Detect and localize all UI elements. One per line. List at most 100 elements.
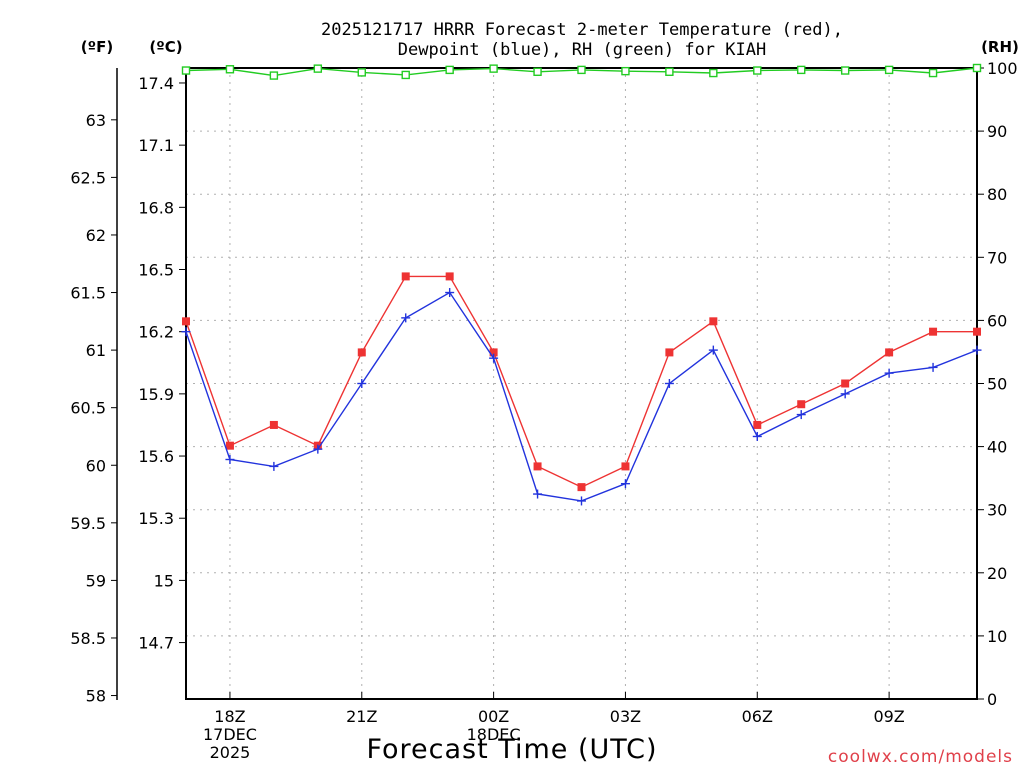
x-axis-label: Forecast Time (UTC) xyxy=(366,734,657,765)
rh-point xyxy=(269,71,279,80)
celsius-tick-label: 15.3 xyxy=(138,509,174,528)
rh-point xyxy=(313,64,323,73)
temperature-point xyxy=(489,348,498,357)
dewpoint-point xyxy=(357,379,367,388)
rh-tick-label: 80 xyxy=(987,185,1007,204)
chart-title-line-1: 2025121717 HRRR Forecast 2-meter Tempera… xyxy=(321,20,843,40)
dewpoint-point xyxy=(884,368,894,378)
rh-point xyxy=(928,68,938,78)
fahrenheit-tick-label: 59.5 xyxy=(70,514,106,533)
rh-point xyxy=(577,65,586,75)
fahrenheit-tick-label: 62 xyxy=(86,226,106,245)
dewpoint-point xyxy=(533,489,543,499)
dewpoint-point xyxy=(708,345,718,355)
temperature-point xyxy=(797,400,806,409)
celsius-tick-label: 16.5 xyxy=(138,261,174,280)
temperature-point xyxy=(709,317,718,326)
rh-tick-label: 100 xyxy=(987,59,1018,78)
x-tick-label: 21Z xyxy=(346,707,377,726)
rh-point xyxy=(401,70,410,80)
rh-point xyxy=(445,65,454,75)
temperature-point xyxy=(665,348,674,357)
dewpoint-point xyxy=(620,479,630,489)
rh-tick-label: 20 xyxy=(987,564,1007,583)
celsius-tick-label: 14.7 xyxy=(138,634,174,653)
temperature-point xyxy=(929,327,938,336)
dewpoint-point xyxy=(313,444,323,454)
temperature-point xyxy=(577,483,586,492)
rh-tick-label: 70 xyxy=(987,248,1007,267)
x-tick-label: 18DEC xyxy=(467,725,521,744)
fahrenheit-tick-label: 61.5 xyxy=(70,284,106,303)
rh-point xyxy=(489,64,498,73)
rh-point xyxy=(972,63,982,73)
rh-tick-label: 60 xyxy=(987,311,1007,330)
fahrenheit-tick-label: 60.5 xyxy=(70,399,106,418)
celsius-tick-label: 17.1 xyxy=(138,136,174,155)
rh-point xyxy=(533,67,542,76)
celsius-tick-label: 15.9 xyxy=(138,385,174,404)
temperature-point xyxy=(182,317,190,326)
fahrenheit-tick-label: 58.5 xyxy=(70,629,106,648)
rh-point xyxy=(884,65,894,75)
x-tick-label: 17DEC xyxy=(203,725,257,744)
fahrenheit-unit-label: (ºF) xyxy=(81,38,113,56)
dewpoint-point xyxy=(928,362,938,372)
dewpoint-point xyxy=(445,288,455,298)
rh-point xyxy=(225,65,235,74)
temperature-point xyxy=(357,348,366,357)
celsius-tick-label: 15 xyxy=(154,571,174,590)
rh-tick-label: 90 xyxy=(987,122,1007,141)
fahrenheit-tick-label: 58 xyxy=(86,687,106,706)
dewpoint-point xyxy=(840,389,850,399)
temperature-point xyxy=(973,327,981,336)
axes-layer: 63 62.5 62 61.5 61 60.5 60 59.5 59 58.5 58 17.4 17.1… xyxy=(70,59,1017,762)
rh-point xyxy=(181,66,191,75)
rh-tick-label: 30 xyxy=(987,501,1007,520)
rh-unit-label: (RH) xyxy=(981,38,1019,56)
temperature-point xyxy=(533,462,542,471)
rh-point xyxy=(621,66,630,76)
rh-point xyxy=(709,68,718,78)
rh-tick-label: 10 xyxy=(987,627,1007,646)
fahrenheit-tick-label: 61 xyxy=(86,341,106,360)
rh-tick-label: 0 xyxy=(987,690,997,709)
dewpoint-point xyxy=(752,431,762,441)
celsius-unit-label: (ºC) xyxy=(149,38,182,56)
labels-layer: 2025121717 HRRR Forecast 2-meter Tempera… xyxy=(81,20,1019,767)
dewpoint-point xyxy=(269,461,279,471)
celsius-tick-label: 16.2 xyxy=(138,323,174,342)
x-tick-label: 03Z xyxy=(610,707,641,726)
dewpoint-point xyxy=(577,496,586,506)
temperature-point xyxy=(401,272,410,281)
temperature-point xyxy=(885,348,894,357)
rh-point xyxy=(840,66,850,75)
credit-label: coolwx.com/models xyxy=(828,747,1013,767)
fahrenheit-tick-label: 60 xyxy=(86,456,106,475)
dewpoint-point xyxy=(972,345,982,355)
x-tick-label: 18Z xyxy=(214,707,245,726)
x-tick-label: 00Z xyxy=(478,707,509,726)
dewpoint-point xyxy=(181,327,191,337)
dewpoint-point xyxy=(664,379,674,388)
dewpoint-point xyxy=(225,454,235,464)
chart-title-line-2: Dewpoint (blue), RH (green) for KIAH xyxy=(398,40,766,60)
rh-point xyxy=(357,68,366,77)
temperature-point xyxy=(445,272,454,281)
temperature-point xyxy=(621,462,630,471)
temperature-point xyxy=(841,379,850,388)
x-tick-label: 2025 xyxy=(210,743,251,762)
x-tick-label: 06Z xyxy=(742,707,773,726)
dewpoint-point xyxy=(401,313,411,323)
fahrenheit-tick-label: 63 xyxy=(86,111,106,130)
celsius-tick-label: 17.4 xyxy=(138,74,174,93)
dewpoint-point xyxy=(796,410,806,420)
rh-tick-label: 50 xyxy=(987,375,1007,394)
celsius-tick-label: 16.8 xyxy=(138,198,174,217)
series-line-temperature xyxy=(185,275,977,488)
series-layer xyxy=(181,63,982,506)
grid-layer xyxy=(186,68,977,699)
fahrenheit-tick-label: 59 xyxy=(86,571,106,590)
series-line-dewpoint xyxy=(185,291,978,502)
